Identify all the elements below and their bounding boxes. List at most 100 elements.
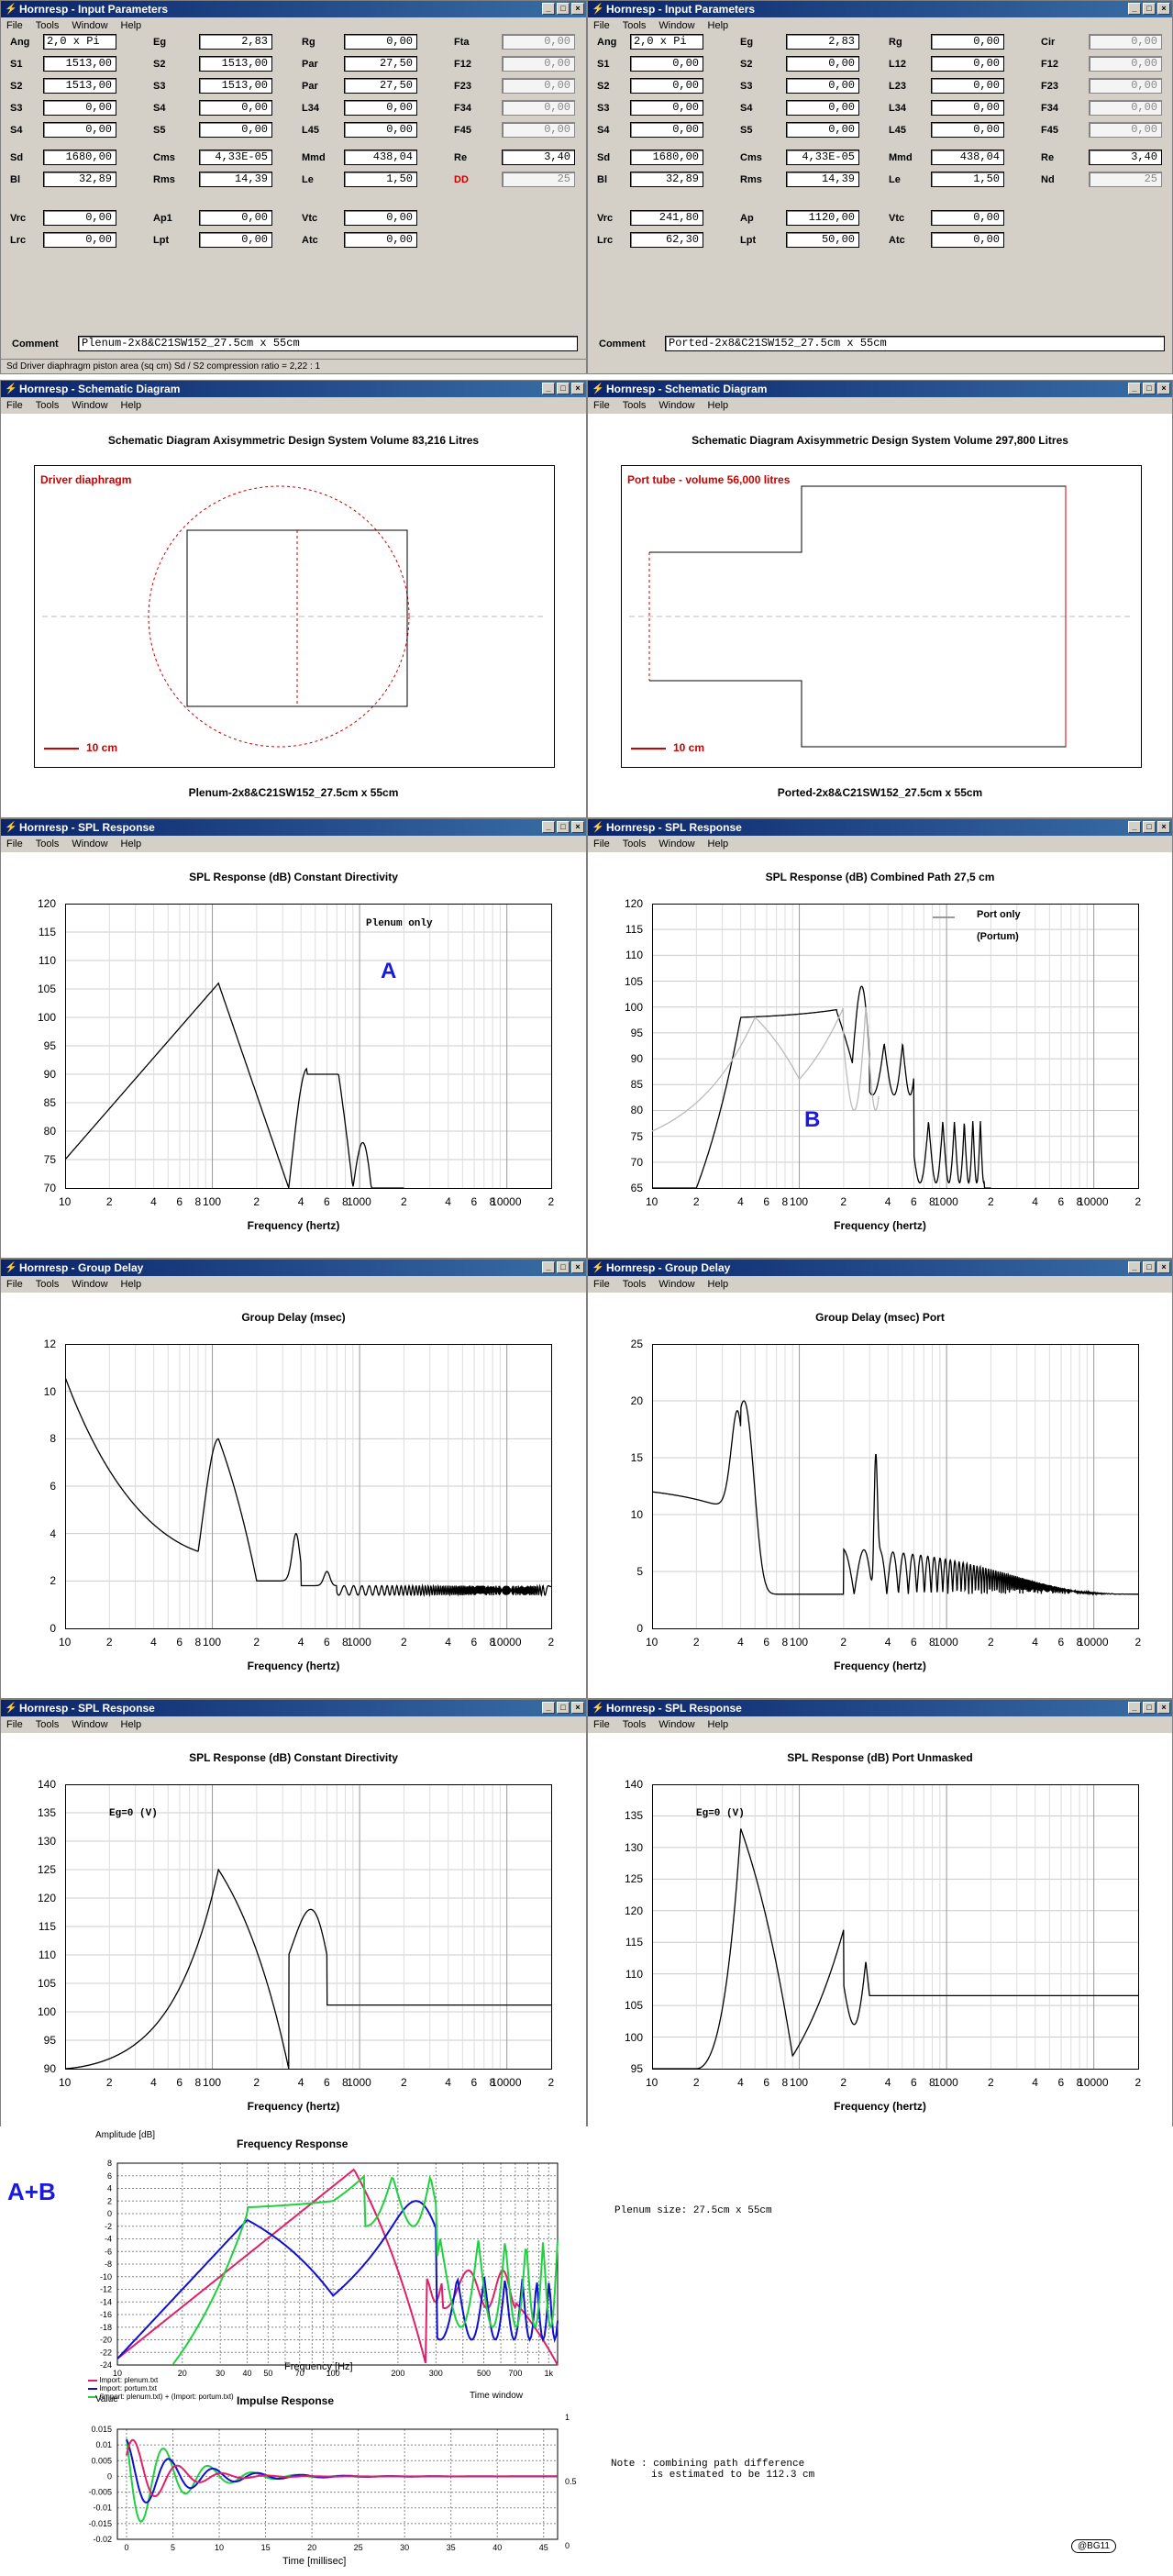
param-field-ap[interactable]: 1120,00 (786, 210, 859, 226)
param-field-l23[interactable]: 0,00 (931, 78, 1004, 94)
param-field-f23[interactable]: 0,00 (1089, 78, 1162, 94)
menu-window[interactable]: Window (658, 1279, 695, 1290)
title-bar[interactable]: ⚡ Hornresp - SPL Response _ □ × (588, 1700, 1172, 1716)
param-field-l34[interactable]: 0,00 (931, 100, 1004, 116)
menu-file[interactable]: File (593, 838, 610, 849)
param-field-mmd[interactable]: 438,04 (931, 150, 1004, 165)
menu-help[interactable]: Help (120, 838, 142, 849)
menu-file[interactable]: File (593, 1279, 610, 1290)
minimize-button[interactable]: _ (542, 383, 555, 394)
param-field-cms[interactable]: 4,33E-05 (199, 150, 272, 165)
param-field-re[interactable]: 3,40 (502, 150, 575, 165)
menu-window[interactable]: Window (658, 1719, 695, 1730)
menu-file[interactable]: File (6, 1719, 23, 1730)
param-field-l34[interactable]: 0,00 (344, 100, 417, 116)
param-field-f34[interactable]: 0,00 (502, 100, 575, 116)
param-field-s3[interactable]: 0,00 (630, 100, 703, 116)
title-bar[interactable]: ⚡ Hornresp - Schematic Diagram _ □ × (588, 381, 1172, 397)
minimize-button[interactable]: _ (1128, 821, 1141, 833)
menu-tools[interactable]: Tools (35, 400, 60, 411)
title-bar[interactable]: ⚡ Hornresp - Group Delay _ □ × (588, 1260, 1172, 1276)
param-field-cms[interactable]: 4,33E-05 (786, 150, 859, 165)
maximize-button[interactable]: □ (557, 3, 570, 15)
menu-tools[interactable]: Tools (35, 1719, 60, 1730)
param-field-atc[interactable]: 0,00 (931, 232, 1004, 248)
menu-file[interactable]: File (6, 400, 23, 411)
param-field-vtc[interactable]: 0,00 (344, 210, 417, 226)
menu-help[interactable]: Help (707, 20, 729, 31)
maximize-button[interactable]: □ (1143, 1702, 1156, 1714)
menu-tools[interactable]: Tools (622, 1719, 647, 1730)
param-field-vtc[interactable]: 0,00 (931, 210, 1004, 226)
close-button[interactable]: × (1157, 1702, 1170, 1714)
param-field-s2[interactable]: 1513,00 (43, 78, 116, 94)
param-field-f12[interactable]: 0,00 (1089, 56, 1162, 72)
menu-file[interactable]: File (593, 1719, 610, 1730)
param-field-nd[interactable]: 25 (1089, 172, 1162, 187)
param-field-f34[interactable]: 0,00 (1089, 100, 1162, 116)
menu-window[interactable]: Window (658, 838, 695, 849)
param-field-par[interactable]: 27,50 (344, 78, 417, 94)
maximize-button[interactable]: □ (1143, 3, 1156, 15)
menu-help[interactable]: Help (707, 400, 729, 411)
param-field-lpt[interactable]: 0,00 (199, 232, 272, 248)
param-field-atc[interactable]: 0,00 (344, 232, 417, 248)
menu-window[interactable]: Window (72, 1279, 108, 1290)
minimize-button[interactable]: _ (1128, 1702, 1141, 1714)
param-field-lrc[interactable]: 62,30 (630, 232, 703, 248)
menu-window[interactable]: Window (72, 1719, 108, 1730)
param-field-s1[interactable]: 1513,00 (43, 56, 116, 72)
param-field-s3[interactable]: 1513,00 (199, 78, 272, 94)
menu-tools[interactable]: Tools (622, 838, 647, 849)
param-field-s3[interactable]: 0,00 (43, 100, 116, 116)
menu-window[interactable]: Window (658, 20, 695, 31)
param-field-s4[interactable]: 0,00 (43, 122, 116, 138)
param-field-ang[interactable]: 2,0 x Pi (43, 34, 116, 50)
menu-window[interactable]: Window (72, 838, 108, 849)
param-field-vrc[interactable]: 241,80 (630, 210, 703, 226)
maximize-button[interactable]: □ (557, 383, 570, 394)
maximize-button[interactable]: □ (1143, 383, 1156, 394)
param-field-ang[interactable]: 2,0 x Pi (630, 34, 703, 50)
param-field-mmd[interactable]: 438,04 (344, 150, 417, 165)
minimize-button[interactable]: _ (542, 1702, 555, 1714)
menu-file[interactable]: File (6, 838, 23, 849)
param-field-s4[interactable]: 0,00 (199, 100, 272, 116)
menu-window[interactable]: Window (658, 400, 695, 411)
param-field-rms[interactable]: 14,39 (786, 172, 859, 187)
param-field-par[interactable]: 27,50 (344, 56, 417, 72)
param-field-f45[interactable]: 0,00 (502, 122, 575, 138)
close-button[interactable]: × (571, 1702, 584, 1714)
param-field-s4[interactable]: 0,00 (786, 100, 859, 116)
param-field-lpt[interactable]: 50,00 (786, 232, 859, 248)
param-field-vrc[interactable]: 0,00 (43, 210, 116, 226)
close-button[interactable]: × (571, 821, 584, 833)
menu-help[interactable]: Help (707, 838, 729, 849)
close-button[interactable]: × (1157, 3, 1170, 15)
param-field-sd[interactable]: 1680,00 (630, 150, 703, 165)
comment-field[interactable]: Plenum-2x8&C21SW152_27.5cm x 55cm (78, 336, 578, 351)
param-field-le[interactable]: 1,50 (344, 172, 417, 187)
menu-window[interactable]: Window (72, 20, 108, 31)
param-field-rg[interactable]: 0,00 (931, 34, 1004, 50)
param-field-rg[interactable]: 0,00 (344, 34, 417, 50)
param-field-ap1[interactable]: 0,00 (199, 210, 272, 226)
minimize-button[interactable]: _ (542, 1261, 555, 1273)
param-field-l45[interactable]: 0,00 (344, 122, 417, 138)
param-field-fta[interactable]: 0,00 (502, 34, 575, 50)
title-bar[interactable]: ⚡ Hornresp - SPL Response _ □ × (588, 819, 1172, 836)
param-field-dd[interactable]: 25 (502, 172, 575, 187)
param-field-cir[interactable]: 0,00 (1089, 34, 1162, 50)
param-field-sd[interactable]: 1680,00 (43, 150, 116, 165)
param-field-f45[interactable]: 0,00 (1089, 122, 1162, 138)
title-bar[interactable]: ⚡ Hornresp - SPL Response _ □ × (1, 1700, 586, 1716)
title-bar[interactable]: ⚡ Hornresp - Input Parameters _ □ × (588, 1, 1172, 17)
param-field-re[interactable]: 3,40 (1089, 150, 1162, 165)
menu-help[interactable]: Help (120, 20, 142, 31)
minimize-button[interactable]: _ (1128, 1261, 1141, 1273)
param-field-s4[interactable]: 0,00 (630, 122, 703, 138)
menu-help[interactable]: Help (120, 1279, 142, 1290)
menu-tools[interactable]: Tools (35, 20, 60, 31)
minimize-button[interactable]: _ (542, 3, 555, 15)
menu-tools[interactable]: Tools (35, 1279, 60, 1290)
